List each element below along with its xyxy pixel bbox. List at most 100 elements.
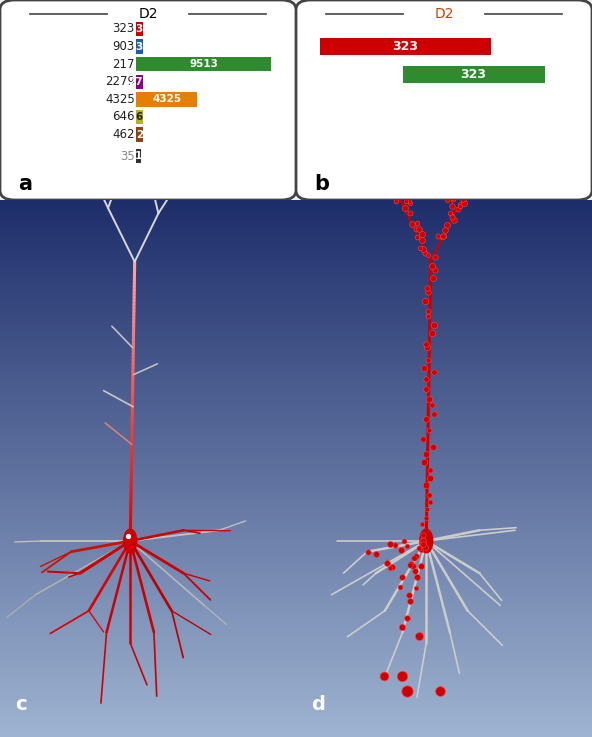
Circle shape (420, 529, 433, 553)
Point (418, 537, 427, 549)
Point (388, 562, 397, 573)
Point (422, 282, 432, 294)
Point (411, 582, 421, 594)
Point (464, 165, 474, 177)
Point (437, 231, 447, 242)
Text: d: d (311, 695, 324, 714)
Point (387, 156, 397, 168)
Point (415, 242, 424, 254)
Point (403, 685, 412, 696)
Point (453, 203, 463, 215)
Point (398, 621, 407, 633)
Point (415, 158, 424, 170)
Text: D2: D2 (139, 7, 157, 21)
Point (448, 200, 457, 212)
Point (480, 171, 490, 183)
Text: 35: 35 (120, 150, 135, 163)
Text: 3: 3 (136, 41, 143, 52)
Point (402, 612, 411, 624)
Point (415, 158, 424, 170)
Point (419, 243, 428, 255)
Point (415, 162, 424, 174)
Point (416, 166, 425, 178)
Point (397, 571, 407, 583)
Text: a: a (18, 174, 32, 194)
Point (412, 231, 422, 242)
Point (471, 168, 481, 180)
Point (435, 685, 445, 697)
Point (363, 546, 372, 558)
Point (385, 151, 395, 163)
Point (443, 179, 453, 191)
Point (410, 181, 419, 193)
Point (442, 174, 451, 186)
FancyBboxPatch shape (296, 0, 592, 200)
Point (418, 530, 427, 542)
Point (379, 165, 388, 177)
Point (413, 570, 422, 582)
Point (424, 394, 434, 405)
Point (447, 192, 456, 203)
Text: c: c (15, 695, 27, 714)
Point (480, 162, 490, 174)
Circle shape (124, 529, 137, 553)
Point (472, 182, 481, 194)
Point (427, 327, 437, 339)
Point (428, 441, 437, 453)
Point (374, 150, 384, 161)
Point (385, 538, 394, 550)
Point (424, 425, 434, 436)
Point (410, 553, 419, 565)
Point (422, 341, 432, 353)
Point (392, 153, 401, 165)
Point (391, 195, 401, 206)
Point (458, 193, 467, 205)
Point (382, 171, 392, 183)
Point (423, 310, 433, 322)
Point (438, 230, 448, 242)
FancyBboxPatch shape (0, 0, 296, 200)
Point (480, 168, 490, 180)
Point (417, 518, 427, 530)
Point (373, 157, 382, 169)
Point (462, 148, 471, 160)
Point (461, 154, 471, 166)
Point (382, 154, 392, 166)
FancyBboxPatch shape (136, 110, 143, 125)
Point (371, 146, 380, 158)
Point (414, 542, 423, 553)
Point (391, 181, 401, 192)
Point (381, 157, 390, 169)
Point (430, 264, 440, 276)
Point (385, 562, 395, 573)
Point (417, 537, 426, 548)
Point (427, 261, 437, 273)
Point (412, 164, 422, 176)
Point (419, 433, 428, 445)
Point (417, 228, 427, 240)
Point (426, 497, 435, 509)
Point (479, 168, 488, 180)
Point (422, 374, 431, 385)
Point (390, 539, 400, 551)
Point (439, 167, 448, 179)
Text: 1: 1 (135, 151, 142, 161)
Point (408, 184, 418, 195)
Point (468, 149, 478, 161)
Point (429, 366, 439, 378)
Text: 3: 3 (136, 24, 143, 34)
Point (446, 206, 455, 218)
Text: 279: 279 (128, 77, 150, 87)
Text: 2: 2 (136, 130, 143, 139)
Point (449, 214, 459, 226)
Point (414, 630, 424, 642)
Point (407, 218, 416, 230)
Point (422, 447, 431, 459)
FancyBboxPatch shape (403, 66, 545, 83)
Point (416, 544, 426, 556)
Point (477, 166, 487, 178)
FancyBboxPatch shape (136, 149, 141, 164)
Point (396, 544, 406, 556)
Point (405, 198, 414, 209)
FancyBboxPatch shape (136, 39, 143, 54)
